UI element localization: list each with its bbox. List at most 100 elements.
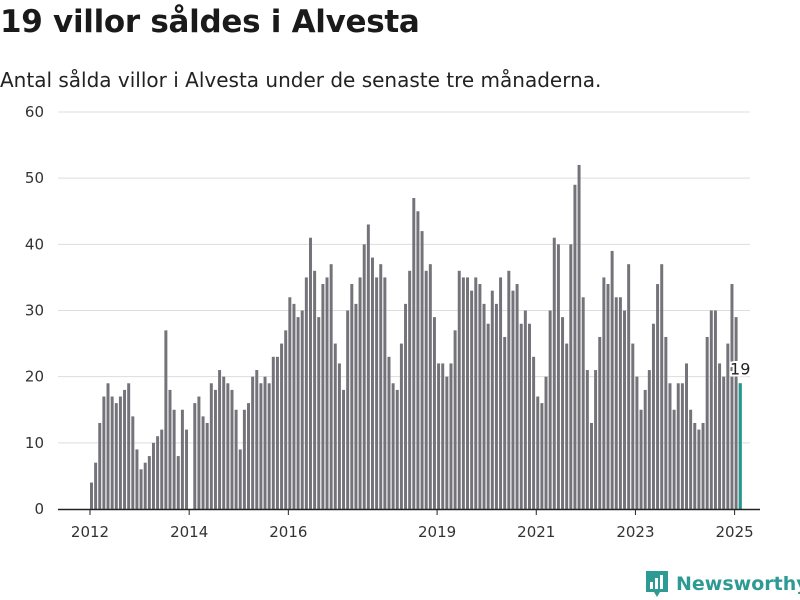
bar [94,462,98,509]
bar [362,244,366,509]
axes [58,508,760,515]
bar [701,422,705,509]
bar [139,469,143,509]
y-tick-label: 30 [25,302,44,320]
bar [143,462,147,509]
bar [486,323,490,509]
brand-logo: Newsworthy [644,569,800,599]
bar [457,270,461,509]
bar [503,336,507,509]
bar [151,442,155,509]
bar [614,297,618,509]
bar [197,396,201,509]
y-tick-label: 10 [25,434,44,452]
bar [445,376,449,509]
bar [275,356,279,509]
bar [102,396,106,509]
y-tick-label: 50 [25,169,44,187]
bar [304,277,308,509]
bar [730,284,734,509]
bar [333,343,337,509]
bar [594,370,598,509]
bar [176,456,180,509]
bar [453,330,457,509]
bar [511,290,515,509]
x-tick-label: 2016 [269,523,307,541]
bar [474,277,478,509]
bar [610,250,614,509]
bar [478,284,482,509]
bar [647,370,651,509]
chart-subtitle: Antal sålda villor i Alvesta under de se… [0,68,602,92]
bar [131,416,135,509]
bar [267,383,271,509]
bar [461,277,465,509]
bar [424,270,428,509]
bar [499,277,503,509]
bar [255,370,259,509]
y-tick-label: 0 [34,500,44,518]
bar [676,383,680,509]
x-tick-label: 2012 [71,523,109,541]
bar [284,330,288,509]
bar [432,317,436,509]
bar [185,429,189,509]
bar [470,290,474,509]
bar [404,303,408,509]
bar [573,184,577,509]
bar [383,277,387,509]
bar [247,403,250,509]
bar [135,449,139,509]
bar [540,403,544,509]
bar [106,383,110,509]
bar [234,409,238,509]
bar [201,416,205,509]
bar [156,436,160,509]
bar [321,284,325,509]
bar [606,284,610,509]
bar [350,284,354,509]
bar [387,356,391,509]
bar [238,449,242,509]
bar [664,336,668,509]
bar [379,264,383,509]
bar [118,396,122,509]
bar [366,224,370,510]
bar [209,383,213,509]
bar [726,343,730,509]
bar [205,422,209,509]
bar [114,403,118,509]
chart-title: 19 villor såldes i Alvesta [0,4,420,40]
bar [259,383,263,509]
bar [329,264,333,509]
bar [668,383,672,509]
bar [618,297,622,509]
bar [98,422,102,509]
bar [375,277,379,509]
bar [391,383,395,509]
bar [494,303,498,509]
bar [722,376,726,509]
bar [358,277,362,509]
bar [317,317,321,509]
highlight-bar [738,383,742,509]
bar [656,284,660,509]
y-tick-label: 60 [25,103,44,121]
bar [110,396,114,509]
bar [536,396,540,509]
bar [337,363,341,509]
labels: 0 10 20 30 40 50 60 19 2012 2014 2016 2019 2021 2023 2… [25,103,754,541]
bar [292,303,296,509]
bar [213,389,217,509]
bar [226,383,230,509]
bar [602,277,606,509]
bar [709,310,713,509]
bar [660,264,664,509]
bar [532,356,536,509]
bar [408,270,412,509]
bar-chart: 0 10 20 30 40 50 60 19 2012 2014 2016 2019 2021 2023 2… [25,103,760,541]
bar [280,343,284,509]
bar [685,363,688,509]
bar [300,310,304,509]
bar [718,363,722,509]
